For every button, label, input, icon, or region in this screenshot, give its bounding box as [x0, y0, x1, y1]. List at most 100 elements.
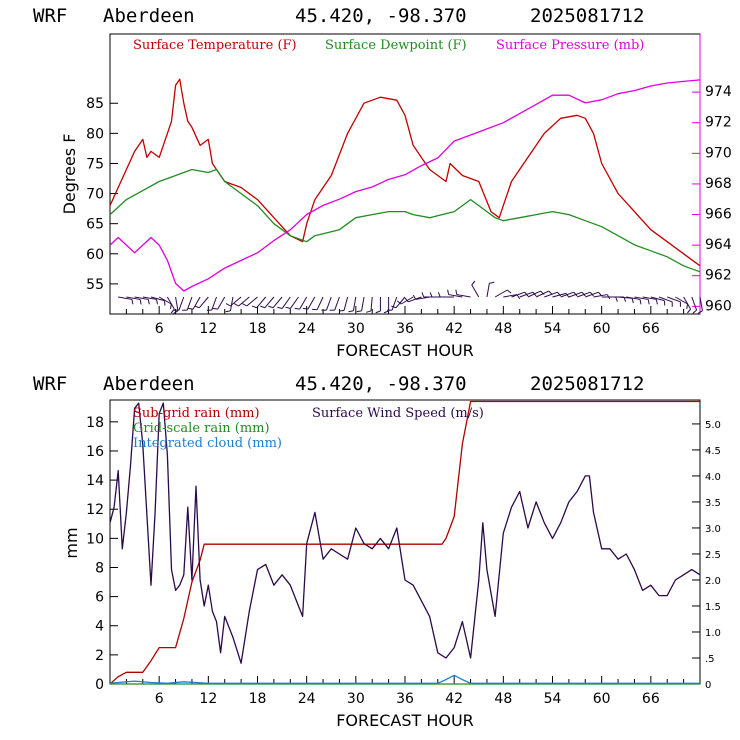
wind-barb [182, 296, 193, 311]
wind-barb [268, 296, 283, 309]
wind-barb [126, 296, 142, 305]
y-tick-label: 4 [95, 619, 104, 635]
x-tick-label: 6 [155, 691, 164, 707]
y-tick-label: 8 [95, 560, 104, 576]
wind-barb [658, 296, 673, 307]
wind-barb [626, 296, 642, 305]
legend-temperature: Surface Temperature (F) [133, 38, 297, 53]
y2-tick-label: 5.0 [705, 420, 721, 431]
wind-barb [194, 296, 209, 309]
wind-barb [667, 296, 681, 307]
wind-barb [486, 281, 495, 298]
wind-barb [691, 296, 698, 314]
wind-barb [544, 291, 562, 298]
legend-wind-speed: Surface Wind Speed (m/s) [312, 406, 484, 421]
wind-barb [158, 296, 172, 310]
wind-barb [329, 296, 340, 311]
wind-barb [366, 296, 373, 313]
run-label: 2025081712 [530, 5, 644, 27]
y2-tick-label: 1.0 [705, 628, 721, 639]
wind-barb [642, 296, 658, 305]
y-tick-label: 10 [86, 531, 104, 547]
wind-barb [697, 296, 703, 314]
y2-tick-label: 968 [705, 176, 732, 192]
legend: Surface Temperature (F) Surface Dewpoint… [133, 38, 644, 53]
x-axis-ticks: 6 12 18 24 30 36 42 48 54 60 66 [125, 306, 685, 337]
wind-barb [387, 296, 398, 311]
y-tick-label: 0 [95, 677, 104, 693]
y-tick-label: 75 [86, 156, 104, 172]
y2-tick-label: 972 [705, 115, 732, 131]
x-tick-label: 48 [494, 691, 512, 707]
y2-tick-label: 0 [705, 680, 711, 691]
wind-barb [312, 296, 324, 311]
wind-barb [321, 296, 332, 311]
wind-barb [356, 296, 365, 313]
y-axis-ticks: 55 60 65 70 75 80 85 [86, 96, 118, 293]
wind-barb [251, 296, 267, 309]
y-tick-label: 85 [86, 96, 104, 112]
x-tick-label: 12 [199, 691, 217, 707]
x-axis-ticks: 6 12 18 24 30 36 42 48 54 60 66 [125, 676, 685, 707]
wind-barb [225, 296, 242, 307]
y2-tick-label: 966 [705, 207, 732, 223]
wind-barb [391, 296, 406, 309]
x-tick-label: 42 [445, 321, 463, 337]
wind-barb [212, 296, 226, 310]
coords-label: 45.420, -98.370 [295, 373, 467, 395]
plot-frame [109, 33, 701, 315]
legend-cloud: Integrated cloud (mm) [133, 436, 282, 451]
y-tick-label: 2 [95, 648, 104, 664]
wind-barb [277, 296, 291, 309]
model-label: WRF [33, 373, 67, 395]
station-label: Aberdeen [103, 373, 195, 395]
wind-barb [447, 289, 463, 298]
y2-tick-label: 4.5 [705, 446, 721, 457]
y2-tick-label: 974 [705, 84, 732, 100]
x-tick-label: 30 [347, 321, 365, 337]
sub-grid-rain-line [109, 400, 700, 685]
x-tick-label: 66 [642, 321, 660, 337]
x-tick-label: 48 [494, 321, 512, 337]
legend: Sub-grid rain (mm) Surface Wind Speed (m… [133, 406, 484, 451]
y2-axis-ticks: 0 .5 1.0 1.5 2.0 2.5 3.0 3.5 4.0 4.5 5.0 [692, 420, 721, 691]
y2-tick-label: 960 [705, 298, 732, 314]
y-axis-label: Degrees F [60, 134, 79, 215]
legend-pressure: Surface Pressure (mb) [496, 38, 644, 53]
y2-tick-label: 962 [705, 268, 732, 284]
x-tick-label: 54 [544, 321, 562, 337]
y-axis-ticks: 0 2 4 6 8 10 12 14 16 18 [86, 415, 118, 693]
x-axis-label: FORECAST HOUR [336, 341, 474, 360]
surface-temperature-line [109, 78, 701, 267]
bottom-header: WRF Aberdeen 45.420, -98.370 2025081712 [33, 373, 644, 395]
x-tick-label: 54 [544, 691, 562, 707]
wind-barbs [118, 280, 703, 314]
x-tick-label: 60 [593, 691, 611, 707]
x-tick-label: 30 [347, 691, 365, 707]
wind-barb [134, 296, 150, 305]
surface-pressure-line [109, 79, 701, 292]
legend-subgrid-rain: Sub-grid rain (mm) [133, 406, 260, 421]
wind-barb [150, 296, 166, 306]
y2-tick-label: .5 [705, 654, 715, 665]
wind-barb [225, 296, 234, 313]
y2-tick-label: 3.0 [705, 524, 721, 535]
surface-wind-speed-line [109, 402, 701, 664]
y-tick-label: 18 [86, 415, 104, 431]
y2-tick-label: 2.0 [705, 576, 721, 587]
wind-barb [455, 289, 471, 298]
x-tick-label: 42 [445, 691, 463, 707]
wind-barb [206, 296, 217, 311]
y-tick-label: 12 [86, 502, 104, 518]
wind-barb [494, 289, 512, 298]
x-tick-label: 6 [155, 321, 164, 337]
x-tick-label: 24 [298, 691, 316, 707]
y2-tick-label: 970 [705, 145, 732, 161]
wind-barb [471, 280, 480, 298]
model-label: WRF [33, 5, 67, 27]
wind-barb [348, 296, 357, 313]
legend-dewpoint: Surface Dewpoint (F) [325, 38, 467, 53]
y2-axis-ticks: 960 962 964 966 968 970 972 974 [692, 84, 732, 314]
